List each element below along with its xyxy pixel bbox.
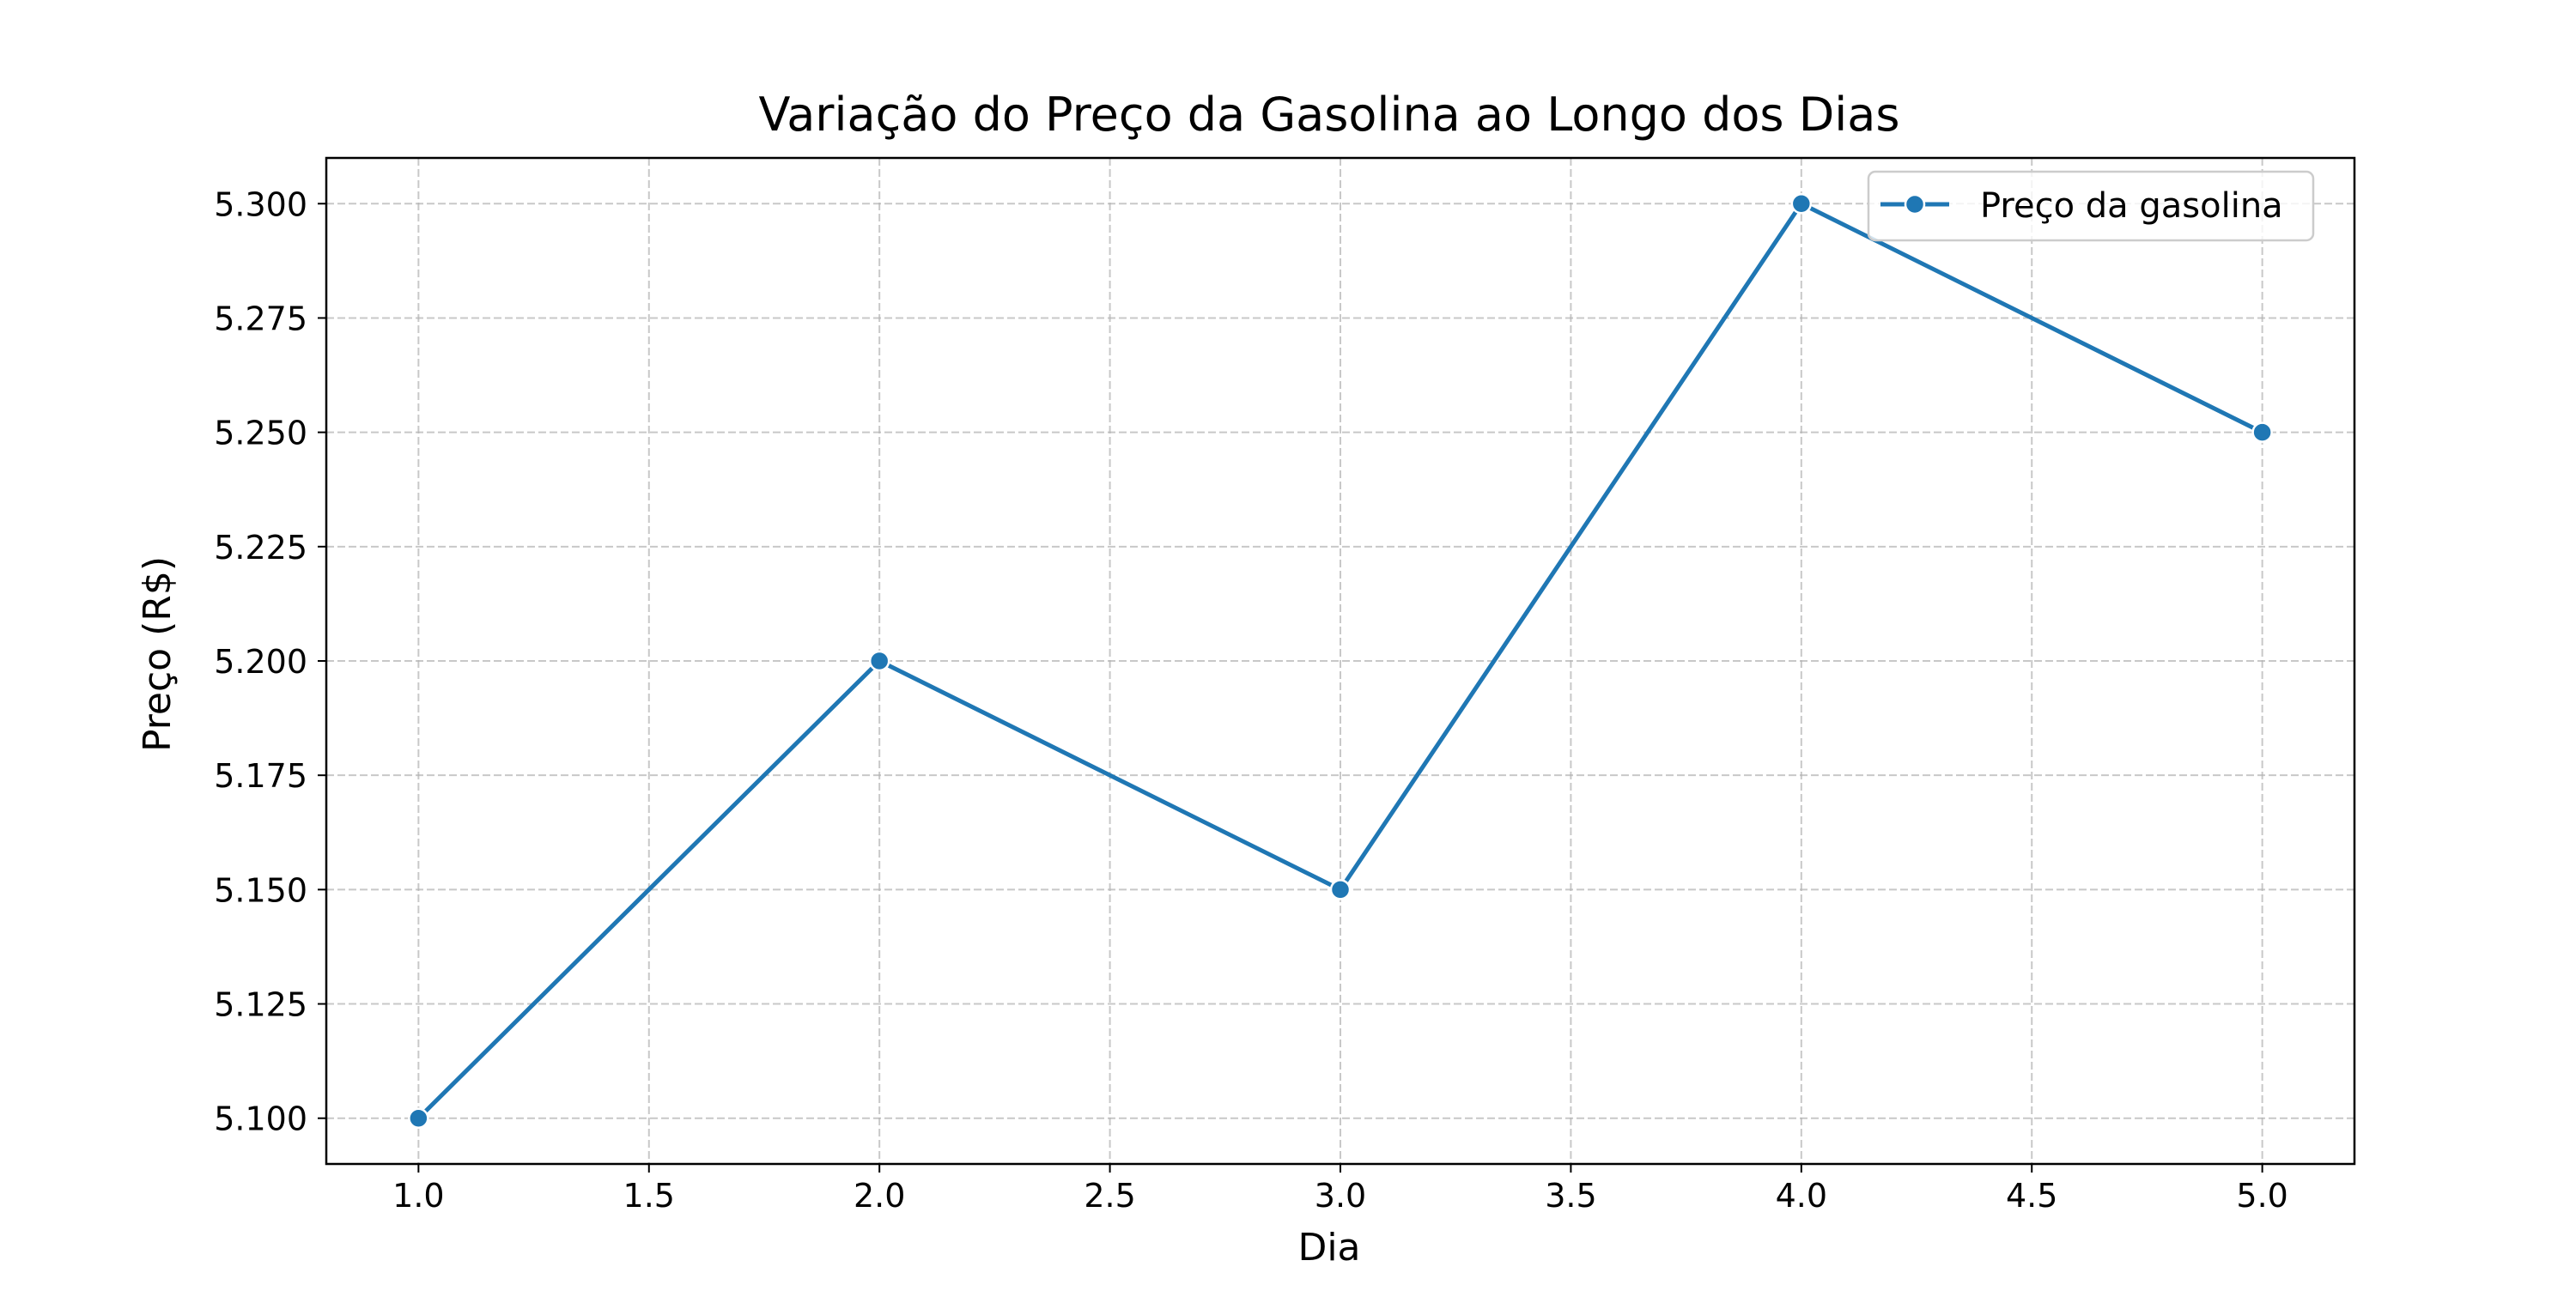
y-tick-label: 5.200 (214, 643, 307, 681)
y-tick-label: 5.100 (214, 1100, 307, 1138)
y-tick-label: 5.125 (214, 986, 307, 1024)
x-axis-ticks: 1.0 1.5 2.0 2.5 3.0 3.5 4.0 4.5 5.0 (392, 1164, 2288, 1215)
x-tick-label: 3.5 (1545, 1177, 1596, 1215)
legend-box (1867, 170, 2315, 242)
chart-title: Variação do Preço da Gasolina ao Longo d… (758, 88, 1899, 142)
y-tick-label: 5.225 (214, 529, 307, 567)
data-point (868, 650, 890, 672)
y-axis-ticks: 5.100 5.125 5.150 5.175 5.200 5.225 5.250 5.275… (214, 185, 326, 1138)
y-tick-label: 5.300 (214, 185, 307, 223)
x-tick-label: 4.0 (1776, 1177, 1827, 1215)
legend-label: Preço da gasolina (1980, 186, 2283, 226)
data-point (1790, 193, 1813, 215)
x-tick-label: 2.0 (854, 1177, 905, 1215)
x-tick-label: 2.5 (1084, 1177, 1135, 1215)
legend-marker-sample (1904, 193, 1926, 215)
x-tick-label: 1.0 (392, 1177, 444, 1215)
x-tick-label: 5.0 (2236, 1177, 2287, 1215)
x-tick-label: 4.5 (2006, 1177, 2057, 1215)
grid-lines (326, 158, 2354, 1164)
y-axis-label: Preço (R$) (136, 556, 179, 752)
x-tick-label: 3.0 (1315, 1177, 1366, 1215)
y-tick-label: 5.175 (214, 757, 307, 795)
y-tick-label: 5.275 (214, 300, 307, 337)
x-tick-label: 1.5 (623, 1177, 675, 1215)
y-tick-label: 5.150 (214, 871, 307, 909)
series-layer (408, 193, 2273, 1129)
data-point (408, 1107, 429, 1129)
data-point (1329, 879, 1352, 900)
x-axis-label: Dia (1297, 1226, 1360, 1270)
data-point (2251, 421, 2273, 443)
legend: Preço da gasolina (1867, 170, 2315, 242)
y-tick-label: 5.250 (214, 415, 307, 452)
